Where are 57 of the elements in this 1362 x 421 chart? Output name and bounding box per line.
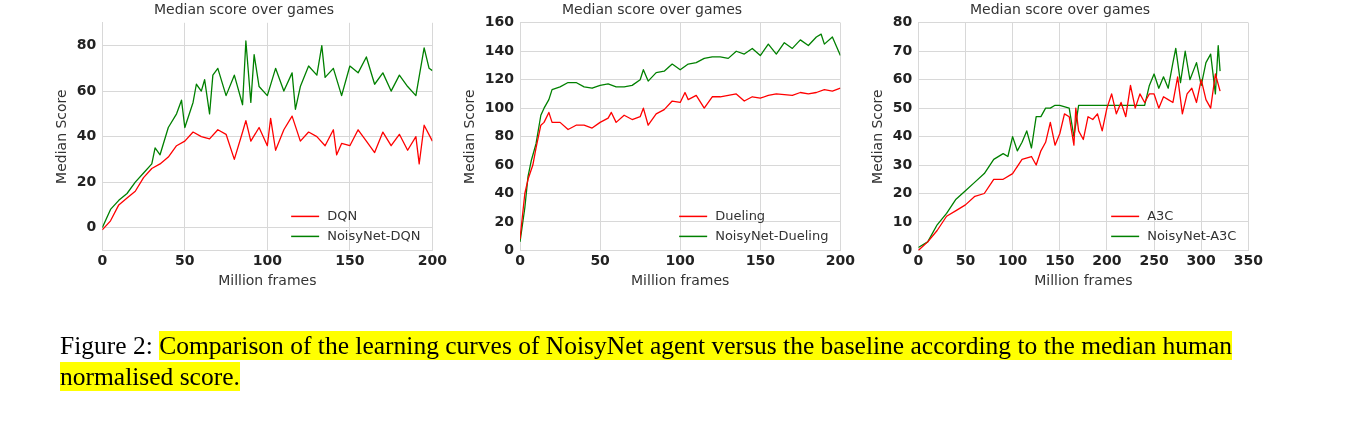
x-tick-label: 100 <box>252 252 283 269</box>
y-tick-label: 0 <box>902 241 913 258</box>
x-tick-label: 300 <box>1186 252 1217 269</box>
y-tick-label: 60 <box>76 81 97 98</box>
y-tick-label: 10 <box>892 212 913 229</box>
x-tick-label: 150 <box>335 252 365 269</box>
y-axis-title: Median Score <box>461 89 478 184</box>
y-tick-label: 80 <box>494 127 515 144</box>
y-axis-title: Median Score <box>869 89 886 184</box>
x-tick-label: 0 <box>515 252 526 269</box>
y-tick-label: 50 <box>892 98 913 115</box>
x-tick-label: 0 <box>97 252 108 269</box>
legend-label: A3C <box>1147 207 1174 223</box>
y-tick-label: 60 <box>892 70 913 87</box>
x-tick-label: 50 <box>590 252 611 269</box>
legend-label: NoisyNet-DQN <box>327 227 421 243</box>
y-axis-title: Median Score <box>53 89 70 184</box>
y-tick-label: 100 <box>484 98 515 115</box>
x-tick-label: 350 <box>1233 252 1264 269</box>
y-tick-label: 40 <box>494 184 515 201</box>
x-tick-label: 200 <box>417 252 448 269</box>
legend-label: DQN <box>327 207 358 223</box>
legend-label: NoisyNet-A3C <box>1147 227 1237 243</box>
caption: Figure 2: Comparison of the learning curves of NoisyNet agent versus the baseline according to the median human normalised score. <box>60 330 1233 392</box>
x-tick-label: 150 <box>745 252 776 269</box>
legend-label: NoisyNet-Dueling <box>715 227 829 243</box>
x-tick-label: 200 <box>825 252 856 269</box>
x-tick-label: 50 <box>955 252 976 269</box>
legend-label: Dueling <box>715 207 766 223</box>
x-tick-label: 150 <box>1045 252 1075 269</box>
y-tick-label: 120 <box>484 70 515 87</box>
x-tick-label: 50 <box>175 252 195 269</box>
x-axis-title: Million frames <box>218 272 317 289</box>
y-tick-label: 20 <box>76 172 97 189</box>
y-tick-label: 70 <box>892 41 913 58</box>
y-tick-label: 80 <box>76 36 97 53</box>
y-tick-label: 140 <box>484 41 515 58</box>
x-tick-label: 100 <box>665 252 696 269</box>
x-axis-title: Million frames <box>631 272 730 289</box>
y-tick-label: 20 <box>892 184 913 201</box>
x-tick-label: 0 <box>913 252 924 269</box>
y-tick-label: 60 <box>494 155 515 172</box>
x-tick-label: 250 <box>1139 252 1169 269</box>
chart-title: Median score over games <box>561 1 743 18</box>
y-tick-label: 80 <box>892 13 913 30</box>
x-axis-title: Million frames <box>1034 272 1133 289</box>
y-tick-label: 0 <box>86 218 97 235</box>
chart-title: Median score over games <box>969 1 1151 18</box>
y-tick-label: 160 <box>484 13 515 30</box>
x-tick-label: 100 <box>997 252 1028 269</box>
chart-title: Median score over games <box>153 1 335 18</box>
y-tick-label: 20 <box>494 212 515 229</box>
x-tick-label: 200 <box>1092 252 1122 269</box>
y-tick-label: 40 <box>892 127 913 144</box>
y-tick-label: 30 <box>892 155 913 172</box>
y-tick-label: 40 <box>76 127 97 144</box>
y-tick-label: 0 <box>504 241 515 258</box>
